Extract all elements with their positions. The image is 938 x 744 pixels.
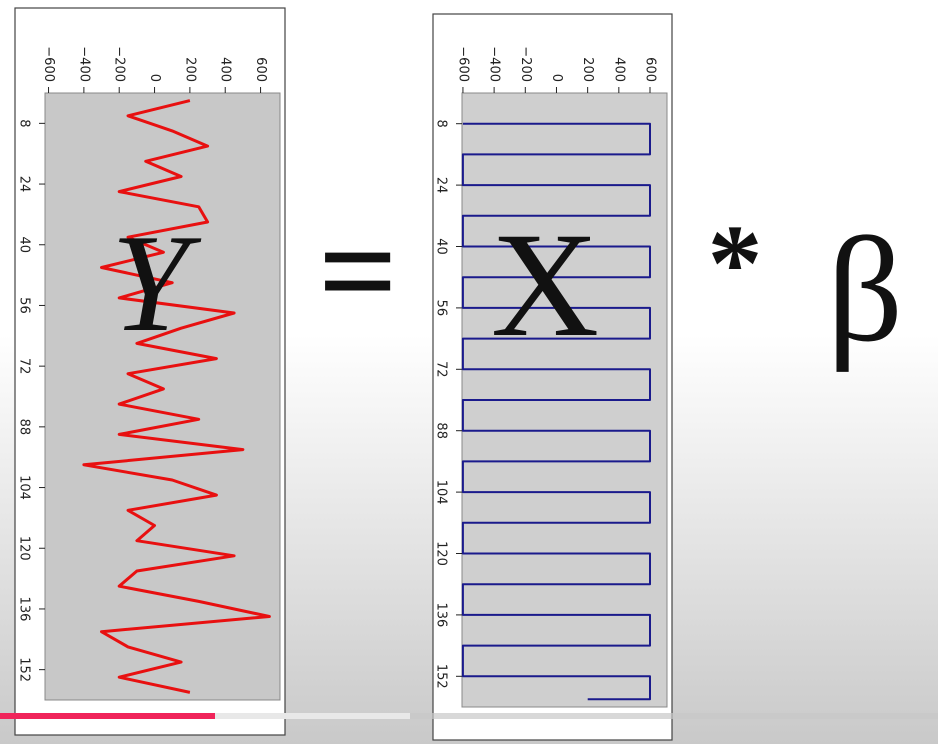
value-tick-label: −200: [518, 46, 533, 82]
value-tick-label: 200: [580, 57, 595, 82]
index-tick-label: 104: [434, 480, 449, 505]
index-tick-label: 120: [17, 536, 32, 561]
index-tick-label: 152: [17, 657, 32, 682]
index-tick-label: 40: [17, 236, 32, 253]
index-tick-label: 104: [17, 475, 32, 500]
index-tick-label: 40: [434, 238, 449, 255]
index-tick-label: 152: [434, 664, 449, 689]
index-tick-label: 88: [17, 419, 32, 436]
value-tick-label: −600: [455, 46, 470, 82]
value-tick-label: −200: [112, 46, 127, 82]
eq-operator: *: [708, 202, 763, 324]
index-tick-label: 56: [17, 297, 32, 314]
index-tick-label: 24: [434, 177, 449, 194]
progress-buffer: [215, 713, 410, 719]
value-tick-label: 0: [147, 74, 162, 82]
value-tick-label: 400: [611, 57, 626, 82]
value-tick-label: 600: [643, 57, 658, 82]
index-tick-label: 24: [17, 176, 32, 193]
eq-equals: =: [318, 194, 398, 349]
index-tick-label: 8: [434, 120, 449, 128]
value-tick-label: −400: [76, 46, 91, 82]
progress-played[interactable]: [0, 713, 215, 719]
eq-coefficient: β: [827, 207, 903, 373]
progress-track[interactable]: [0, 713, 938, 719]
data-line: [461, 122, 651, 701]
value-tick-label: 0: [549, 74, 564, 82]
index-tick-label: 136: [17, 597, 32, 622]
index-tick-label: 8: [17, 119, 32, 127]
index-tick-label: 88: [434, 422, 449, 439]
eq-lhs: Y: [111, 206, 202, 361]
value-tick-label: 200: [182, 57, 197, 82]
value-tick-label: −400: [487, 46, 502, 82]
index-tick-label: 56: [434, 300, 449, 317]
value-tick-label: 400: [218, 57, 233, 82]
index-tick-label: 72: [434, 361, 449, 378]
data-line: [82, 99, 271, 694]
plot-area: [44, 92, 281, 701]
index-tick-label: 136: [434, 602, 449, 627]
index-tick-label: 120: [434, 541, 449, 566]
value-tick-label: −600: [41, 46, 56, 82]
value-tick-label: 600: [253, 57, 268, 82]
eq-rhs: X: [491, 202, 599, 368]
index-tick-label: 72: [17, 358, 32, 375]
